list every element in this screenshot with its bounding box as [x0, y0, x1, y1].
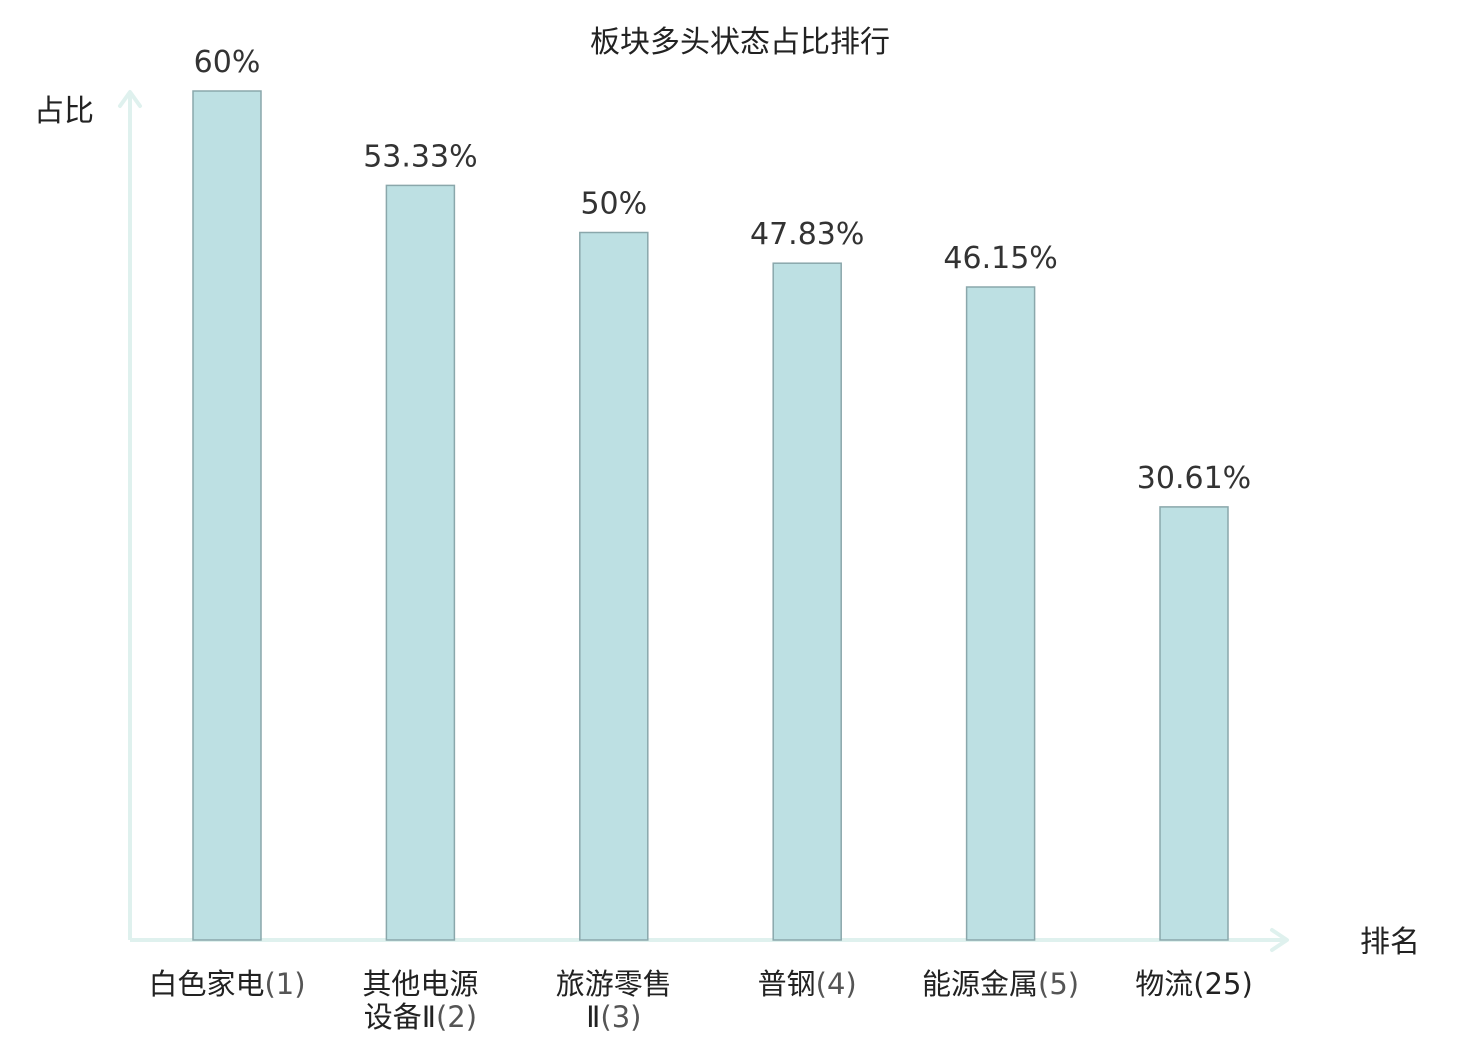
data-label: 50%	[580, 187, 647, 222]
bar	[772, 262, 842, 941]
bar	[1159, 506, 1229, 941]
value-labels-group: 60% 53.33% 50% 47.83% 46.15% 30.61%	[194, 45, 1252, 496]
category-labels-group: 白色家电(1) 其他电源设备Ⅱ(2) 旅游零售 Ⅱ(3) 普钢(4) 能源金属(5) 物流(…	[148, 967, 1252, 1034]
x-tick-label: 白色家电(1)	[148, 967, 305, 1001]
data-label: 60%	[194, 45, 261, 80]
data-label: 30.61%	[1137, 461, 1251, 496]
x-axis-arrow-icon	[1270, 928, 1289, 952]
x-tick-label: 物流(25)	[1135, 967, 1253, 1001]
x-axis-label: 排名	[1360, 925, 1420, 960]
bar	[579, 231, 649, 941]
data-label: 46.15%	[943, 241, 1057, 276]
y-axis-label: 占比	[34, 94, 94, 129]
bar	[192, 90, 262, 941]
data-label: 53.33%	[363, 139, 477, 174]
x-tick-label: 旅游零售 Ⅱ(3)	[556, 967, 672, 1034]
bar	[965, 286, 1036, 941]
x-axis	[130, 928, 1289, 952]
x-tick-label: 其他电源设备Ⅱ(2)	[362, 967, 478, 1034]
y-axis-arrow-icon	[118, 90, 142, 108]
y-axis	[118, 90, 142, 940]
chart-title: 板块多头状态占比排行	[590, 25, 890, 60]
x-tick-label: 能源金属(5)	[922, 967, 1079, 1001]
data-label: 47.83%	[750, 217, 864, 252]
x-tick-label: 普钢(4)	[758, 967, 857, 1001]
bar	[385, 184, 456, 941]
bars-group	[192, 90, 1229, 941]
